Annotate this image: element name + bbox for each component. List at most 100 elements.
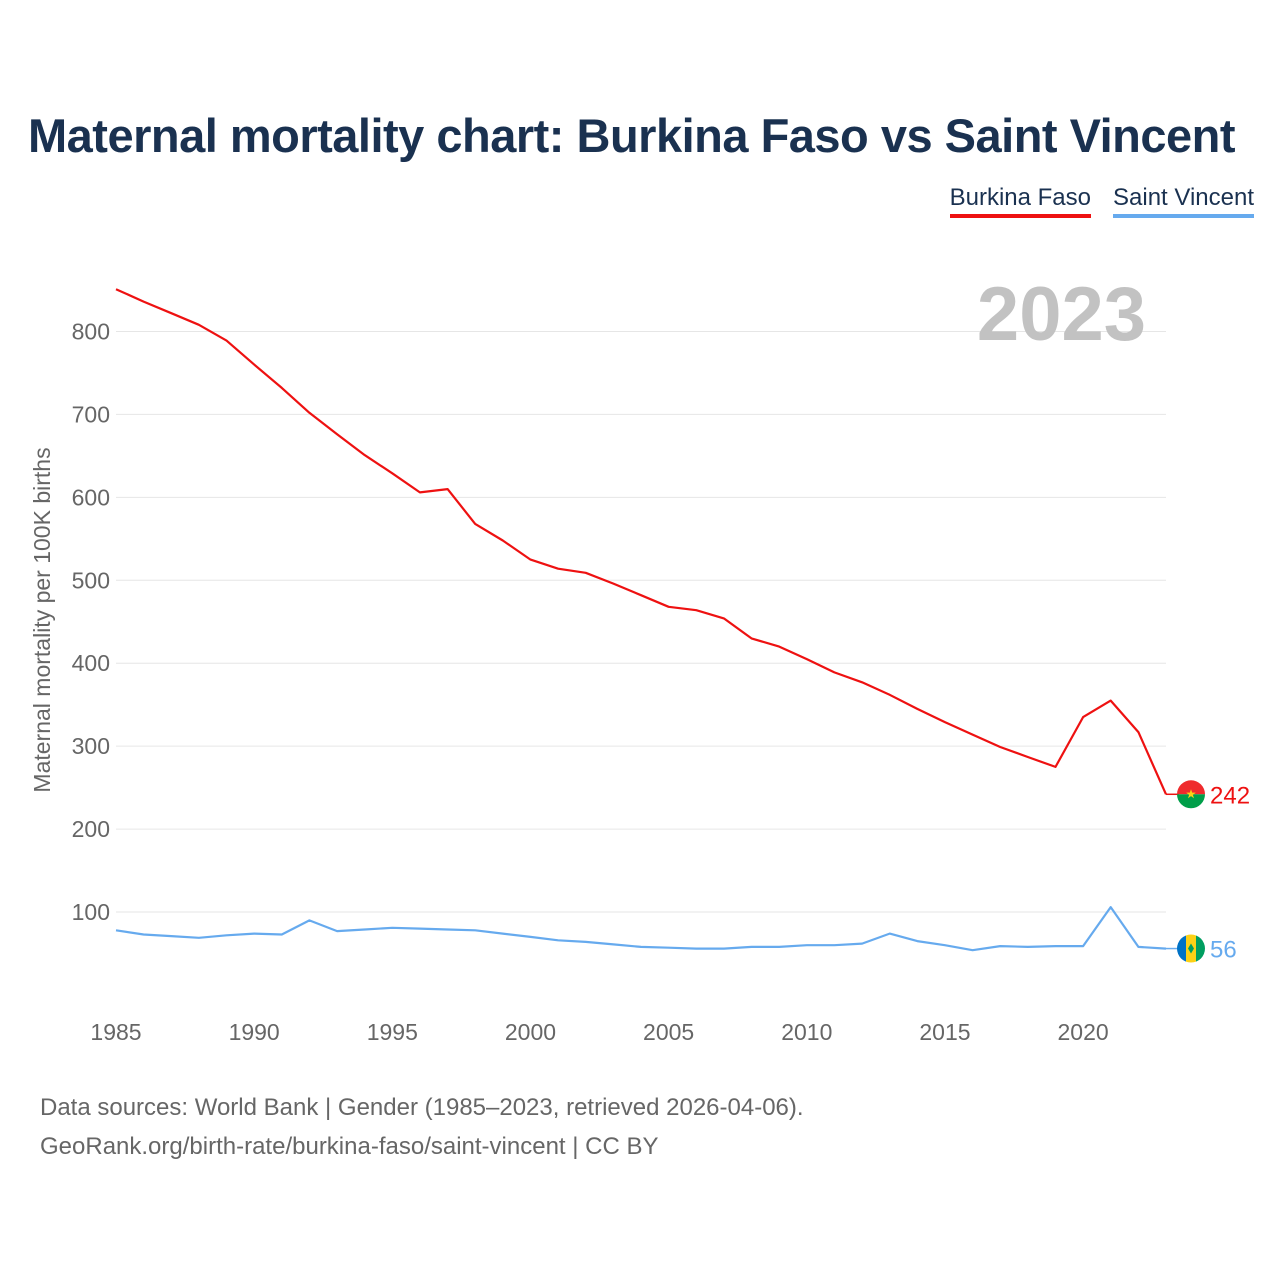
data-point[interactable] — [859, 679, 865, 685]
y-tick-label: 200 — [72, 816, 110, 842]
data-point[interactable] — [224, 932, 230, 938]
data-point[interactable] — [306, 410, 312, 416]
x-tick-label: 2015 — [919, 1019, 970, 1045]
data-point[interactable] — [417, 926, 423, 932]
data-point[interactable] — [804, 942, 810, 948]
data-point[interactable] — [417, 489, 423, 495]
data-point[interactable] — [555, 566, 561, 572]
data-point[interactable] — [776, 944, 782, 950]
data-point[interactable] — [1052, 943, 1058, 949]
x-tick-label: 2020 — [1058, 1019, 1109, 1045]
data-point[interactable] — [500, 537, 506, 543]
end-value-label-saint-vincent: 56 — [1210, 937, 1237, 964]
series-burkina-faso: 242 — [113, 286, 1250, 809]
data-point[interactable] — [776, 644, 782, 650]
data-point[interactable] — [583, 570, 589, 576]
data-point[interactable] — [251, 362, 257, 368]
data-point[interactable] — [638, 592, 644, 598]
data-point[interactable] — [914, 706, 920, 712]
data-point[interactable] — [306, 917, 312, 923]
x-tick-label: 1985 — [90, 1019, 141, 1045]
data-point[interactable] — [389, 470, 395, 476]
data-point[interactable] — [721, 946, 727, 952]
y-tick-label: 500 — [72, 567, 110, 593]
data-point[interactable] — [638, 944, 644, 950]
data-point[interactable] — [610, 941, 616, 947]
data-point[interactable] — [887, 931, 893, 937]
data-point[interactable] — [527, 934, 533, 940]
data-point[interactable] — [527, 557, 533, 563]
data-point[interactable] — [1025, 944, 1031, 950]
data-point[interactable] — [583, 939, 589, 945]
data-point[interactable] — [113, 927, 119, 933]
data-point[interactable] — [942, 942, 948, 948]
data-point[interactable] — [831, 669, 837, 675]
data-point[interactable] — [804, 656, 810, 662]
data-point[interactable] — [472, 927, 478, 933]
data-point[interactable] — [472, 521, 478, 527]
legend-item-saint-vincent[interactable]: Saint Vincent — [1113, 184, 1254, 218]
data-point[interactable] — [1025, 754, 1031, 760]
data-point[interactable] — [749, 635, 755, 641]
y-tick-label: 700 — [72, 401, 110, 427]
source-line-2[interactable]: GeoRank.org/birth-rate/burkina-faso/sain… — [40, 1133, 659, 1160]
data-point[interactable] — [251, 931, 257, 937]
line-chart: 100 200 300 400 500 600 700 800 1985 1990 1995 200… — [29, 272, 1250, 1045]
data-point[interactable] — [721, 615, 727, 621]
data-point[interactable] — [279, 385, 285, 391]
data-point[interactable] — [141, 931, 147, 937]
data-point[interactable] — [445, 486, 451, 492]
data-point[interactable] — [1052, 764, 1058, 770]
series-line-burkina-faso[interactable] — [115, 288, 1168, 795]
legend-item-burkina-faso[interactable]: Burkina Faso — [949, 184, 1091, 218]
data-point[interactable] — [666, 945, 672, 951]
data-point[interactable] — [1080, 714, 1086, 720]
data-point[interactable] — [389, 925, 395, 931]
data-point[interactable] — [970, 947, 976, 953]
data-point[interactable] — [1135, 944, 1141, 950]
data-point[interactable] — [500, 931, 506, 937]
data-point[interactable] — [831, 942, 837, 948]
data-point[interactable] — [914, 938, 920, 944]
data-point[interactable] — [749, 944, 755, 950]
y-tick-label: 800 — [72, 318, 110, 344]
data-point[interactable] — [887, 692, 893, 698]
series-line-saint-vincent[interactable] — [115, 905, 1167, 952]
data-point[interactable] — [610, 581, 616, 587]
data-point[interactable] — [196, 935, 202, 941]
data-point[interactable] — [1080, 943, 1086, 949]
data-point[interactable] — [1108, 698, 1114, 704]
data-point[interactable] — [196, 322, 202, 328]
x-tick-label: 2005 — [643, 1019, 694, 1045]
y-tick-label: 400 — [72, 650, 110, 676]
data-point[interactable] — [555, 937, 561, 943]
data-point[interactable] — [693, 607, 699, 613]
data-point[interactable] — [362, 452, 368, 458]
y-tick-label: 600 — [72, 484, 110, 510]
data-point[interactable] — [1108, 904, 1114, 910]
data-point[interactable] — [997, 744, 1003, 750]
x-tick-label: 1995 — [367, 1019, 418, 1045]
data-point[interactable] — [859, 941, 865, 947]
data-point[interactable] — [168, 310, 174, 316]
data-point[interactable] — [445, 926, 451, 932]
data-point[interactable] — [362, 926, 368, 932]
data-point[interactable] — [168, 933, 174, 939]
data-point[interactable] — [997, 943, 1003, 949]
y-tick-label: 100 — [72, 899, 110, 925]
end-value-label-burkina-faso: 242 — [1210, 782, 1250, 809]
x-axis-ticks: 1985 1990 1995 2000 2005 2010 2015 2020 — [90, 1019, 1108, 1045]
year-label: 2023 — [977, 272, 1146, 357]
data-point[interactable] — [1135, 729, 1141, 735]
data-point[interactable] — [141, 299, 147, 305]
data-point[interactable] — [942, 719, 948, 725]
data-point[interactable] — [334, 928, 340, 934]
data-point[interactable] — [224, 338, 230, 344]
data-point[interactable] — [334, 431, 340, 437]
legend: Burkina Faso Saint Vincent — [949, 184, 1254, 218]
data-point[interactable] — [693, 946, 699, 952]
data-point[interactable] — [113, 286, 119, 292]
data-point[interactable] — [970, 732, 976, 738]
data-point[interactable] — [279, 931, 285, 937]
data-point[interactable] — [666, 604, 672, 610]
